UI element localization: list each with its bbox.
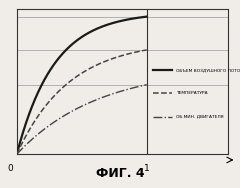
Text: ТЕМПЕРАТУРА: ТЕМПЕРАТУРА bbox=[176, 91, 208, 95]
Text: ОБЪЕМ ВОЗДУШНОГО ПОТОКА: ОБЪЕМ ВОЗДУШНОГО ПОТОКА bbox=[176, 68, 240, 72]
Text: ОБ.МИН. ДВИГАТЕЛЯ: ОБ.МИН. ДВИГАТЕЛЯ bbox=[176, 114, 224, 118]
Text: 0: 0 bbox=[8, 164, 13, 173]
Text: ФИГ. 4: ФИГ. 4 bbox=[96, 168, 144, 180]
Text: 1: 1 bbox=[144, 164, 150, 173]
